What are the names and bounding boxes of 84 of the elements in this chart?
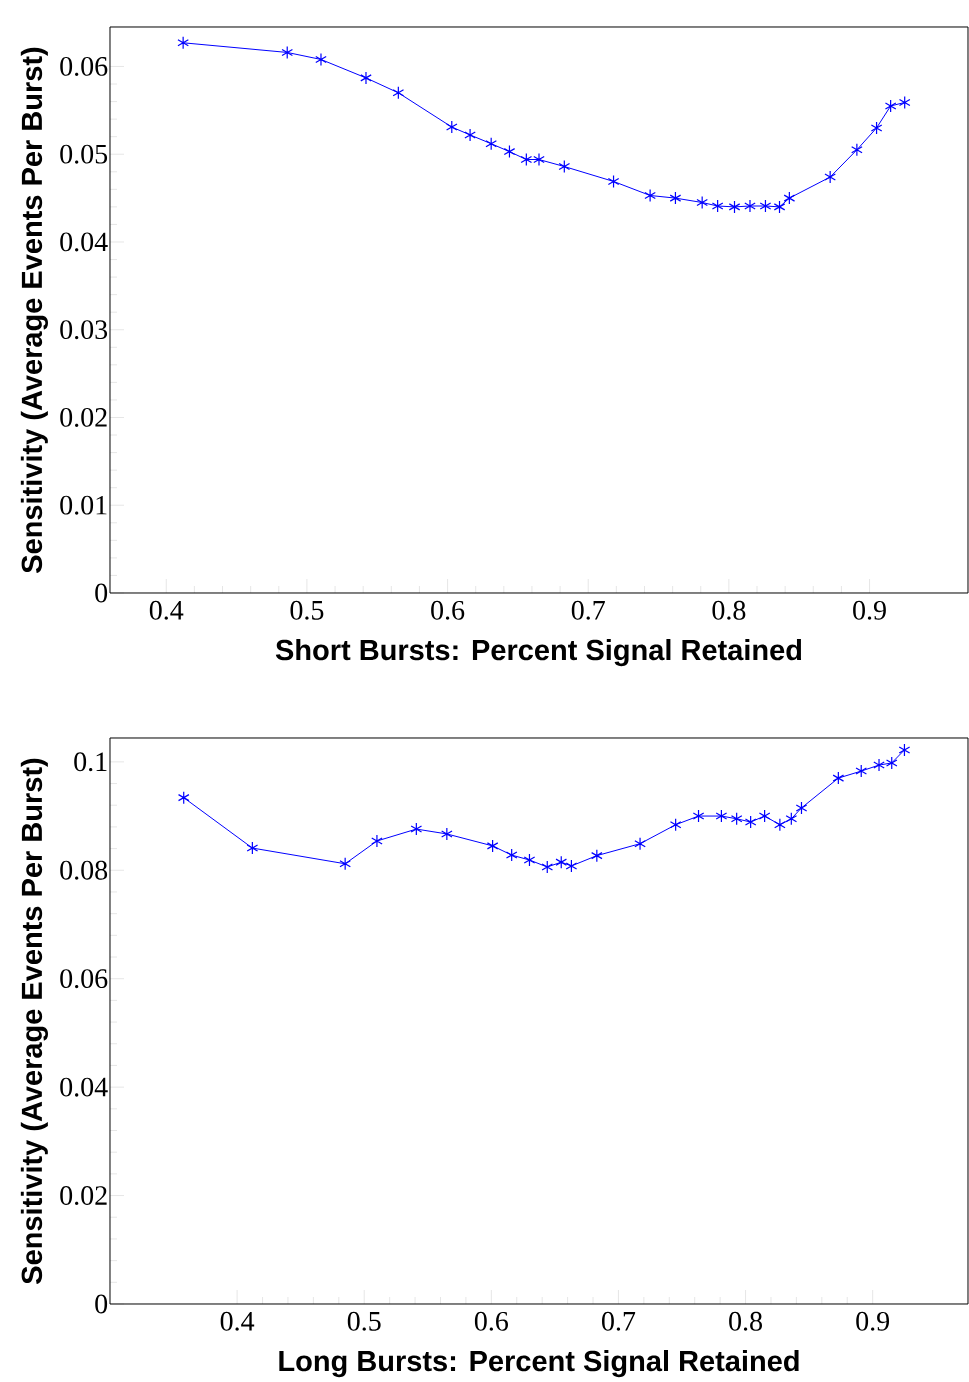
- point: [246, 841, 259, 855]
- point: [669, 191, 682, 205]
- point: [339, 857, 351, 871]
- point: [371, 834, 383, 848]
- y-tick-label: 0.06: [60, 969, 108, 989]
- point: [591, 849, 603, 863]
- point: [783, 191, 796, 205]
- point: [523, 853, 536, 867]
- y-tick-label: 0.06: [60, 56, 108, 76]
- y-tick-label: 0.04: [60, 232, 108, 252]
- x-tick-label: 0.5: [290, 600, 324, 620]
- y-tick-label: 0.1: [74, 752, 107, 772]
- y-tick-label: 0.02: [60, 1186, 107, 1206]
- point: [824, 170, 836, 184]
- point: [758, 809, 771, 823]
- point: [281, 45, 294, 60]
- point: [392, 86, 405, 100]
- point: [634, 837, 646, 851]
- point: [464, 128, 476, 142]
- point: [441, 827, 453, 841]
- point: [744, 815, 757, 829]
- point: [855, 764, 868, 778]
- point: [711, 199, 724, 213]
- point: [898, 743, 911, 757]
- x-axis-title: Short Bursts: Percent Signal Retained: [275, 639, 802, 667]
- x-tick-label: 0.9: [853, 600, 886, 620]
- point: [759, 199, 772, 213]
- y-tick-label: 0.08: [60, 860, 108, 880]
- point: [486, 839, 499, 853]
- point: [410, 822, 423, 836]
- point: [870, 121, 883, 135]
- point: [360, 71, 372, 85]
- x-tick-label: 0.8: [729, 1311, 762, 1331]
- point: [728, 200, 741, 214]
- point: [520, 152, 533, 167]
- x-axis-title: Long Bursts: Percent Signal Retained: [279, 1350, 799, 1378]
- point: [884, 99, 897, 113]
- y-tick-label: 0: [95, 583, 108, 603]
- x-tick-label: 0.6: [431, 600, 465, 620]
- point: [795, 801, 808, 815]
- x-tick-label: 0.5: [347, 1311, 381, 1331]
- point: [715, 809, 728, 823]
- point: [607, 174, 620, 189]
- point: [565, 859, 578, 873]
- point: [851, 143, 863, 157]
- point: [541, 860, 554, 874]
- y-tick-label: 0: [95, 1294, 108, 1314]
- point: [555, 855, 568, 869]
- point: [533, 152, 545, 167]
- point: [898, 95, 911, 110]
- point: [485, 137, 497, 151]
- y-tick-label: 0.05: [60, 144, 108, 164]
- y-tick-label: 0.03: [60, 320, 108, 340]
- x-tick-label: 0.4: [220, 1311, 255, 1331]
- point: [505, 848, 518, 862]
- point: [177, 36, 189, 50]
- x-tick-label: 0.8: [712, 600, 746, 620]
- point: [773, 200, 786, 214]
- point: [315, 52, 327, 67]
- point: [696, 195, 708, 210]
- x-tick-label: 0.4: [149, 600, 184, 620]
- point: [692, 809, 705, 823]
- y-tick-label: 0.02: [60, 407, 107, 427]
- y-axis-title: Sensitivity (Average Events Per Burst): [20, 758, 48, 1284]
- point: [503, 145, 516, 159]
- y-tick-label: 0.04: [60, 1077, 108, 1097]
- x-tick-label: 0.7: [602, 1311, 636, 1331]
- x-tick-label: 0.7: [571, 600, 605, 620]
- point: [785, 812, 798, 826]
- point: [669, 818, 682, 832]
- x-tick-label: 0.9: [856, 1311, 890, 1331]
- point: [445, 120, 458, 134]
- x-tick-label: 0.6: [474, 1311, 508, 1331]
- point: [885, 756, 898, 770]
- point: [644, 188, 656, 203]
- point: [873, 758, 885, 772]
- point: [832, 771, 845, 785]
- point: [730, 812, 743, 826]
- point: [774, 818, 786, 832]
- y-tick-label: 0.01: [60, 495, 107, 515]
- point: [744, 199, 756, 213]
- point: [177, 791, 190, 805]
- point: [558, 159, 571, 174]
- y-axis-title: Sensitivity (Average Events Per Burst): [20, 47, 48, 573]
